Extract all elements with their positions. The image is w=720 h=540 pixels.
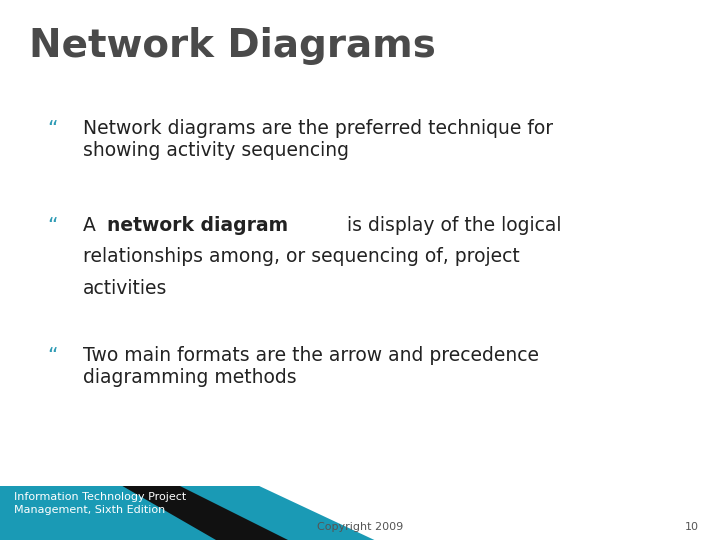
Text: Copyright 2009: Copyright 2009 bbox=[317, 522, 403, 531]
Text: Network Diagrams: Network Diagrams bbox=[29, 27, 436, 65]
Text: “: “ bbox=[47, 216, 58, 235]
Text: Two main formats are the arrow and precedence
diagramming methods: Two main formats are the arrow and prece… bbox=[83, 346, 539, 387]
Polygon shape bbox=[122, 486, 288, 540]
Text: relationships among, or sequencing of, project: relationships among, or sequencing of, p… bbox=[83, 247, 520, 266]
Text: A: A bbox=[83, 216, 102, 235]
Text: is display of the logical: is display of the logical bbox=[341, 216, 562, 235]
Text: Information Technology Project
Management, Sixth Edition: Information Technology Project Managemen… bbox=[14, 492, 186, 515]
Polygon shape bbox=[0, 486, 374, 540]
Text: “: “ bbox=[47, 119, 58, 138]
Text: activities: activities bbox=[83, 279, 167, 298]
Text: network diagram: network diagram bbox=[107, 216, 288, 235]
Text: “: “ bbox=[47, 346, 58, 365]
Text: 10: 10 bbox=[685, 522, 698, 531]
Text: Network diagrams are the preferred technique for
showing activity sequencing: Network diagrams are the preferred techn… bbox=[83, 119, 553, 160]
